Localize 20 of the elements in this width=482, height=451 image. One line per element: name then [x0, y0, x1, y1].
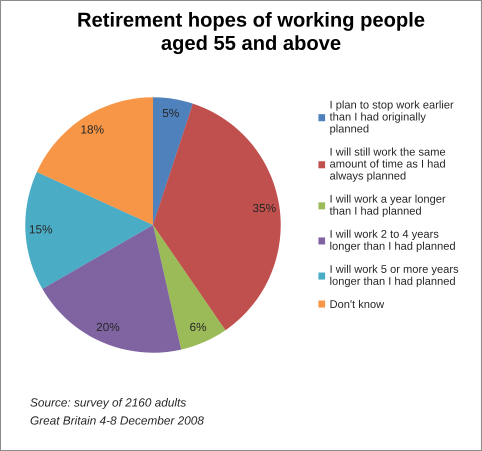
pie-slice	[153, 104, 281, 330]
pie-slice	[25, 172, 153, 289]
data-label: 15%	[30, 225, 52, 234]
source-note: Source: survey of 2160 adults	[30, 398, 186, 410]
data-label: 5%	[162, 108, 179, 118]
data-label: 6%	[190, 322, 206, 332]
legend-label: I will work 2 to 4 years longer than I had planned	[330, 230, 455, 252]
text: Great Britain 4-8 December 2008	[30, 416, 204, 425]
pie-slice	[153, 97, 193, 225]
legend-label: I will work 5 or more years longer than I had planned	[330, 264, 458, 288]
legend-label: Don't know	[330, 300, 384, 308]
legend-label: I will still work the same amount of time as I had always planned	[330, 148, 446, 182]
legend-label: I will work a year longer than I had planned	[330, 194, 446, 217]
data-label: 20%	[96, 322, 120, 332]
data-label: 35%	[252, 204, 276, 212]
pie-slice	[153, 225, 226, 350]
legend-label: I plan to stop work earlier than I had originally planned	[330, 100, 454, 135]
chart-title: Retirement hopes of working people aged 55 and above	[78, 12, 424, 54]
pie-slice	[36, 97, 153, 225]
data-label: 18%	[81, 125, 104, 134]
